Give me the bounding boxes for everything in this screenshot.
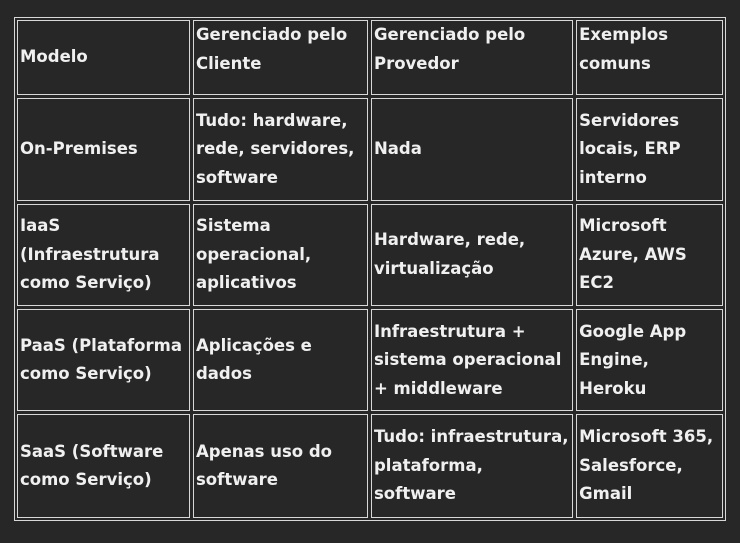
- table-cell: Tudo: hardware, rede, servidores, softwa…: [192, 98, 368, 201]
- table-cell: Microsoft Azure, AWS EC2: [576, 203, 723, 307]
- table-cell: Tudo: infraestrutura, plataforma, softwa…: [370, 414, 574, 518]
- table-cell: Microsoft 365, Salesforce, Gmail: [576, 414, 723, 518]
- cloud-models-table: Modelo Gerenciado pelo Cliente Gerenciad…: [14, 17, 726, 521]
- cloud-models-table-frame: Modelo Gerenciado pelo Cliente Gerenciad…: [14, 17, 726, 521]
- header-cell-modelo: Modelo: [17, 20, 190, 96]
- table-cell: Nada: [370, 98, 574, 201]
- table-cell: Google App Engine, Heroku: [576, 309, 723, 412]
- table-cell: Servidores locais, ERP interno: [576, 98, 723, 201]
- table-cell: PaaS (Plataforma como Serviço): [17, 309, 190, 412]
- header-cell-exemplos: Exemplos comuns: [576, 20, 723, 96]
- table-row: IaaS (Infraestrutura como Serviço) Siste…: [17, 203, 723, 307]
- table-cell: IaaS (Infraestrutura como Serviço): [17, 203, 190, 307]
- table-cell: Aplicações e dados: [192, 309, 368, 412]
- table-cell: SaaS (Software como Serviço): [17, 414, 190, 518]
- table-row: SaaS (Software como Serviço) Apenas uso …: [17, 414, 723, 518]
- table-cell: Infraestrutura + sistema operacional + m…: [370, 309, 574, 412]
- table-cell: On-Premises: [17, 98, 190, 201]
- header-cell-cliente: Gerenciado pelo Cliente: [192, 20, 368, 96]
- table-row: On-Premises Tudo: hardware, rede, servid…: [17, 98, 723, 201]
- table-cell: Apenas uso do software: [192, 414, 368, 518]
- table-cell: Hardware, rede, virtualização: [370, 203, 574, 307]
- table-row: PaaS (Plataforma como Serviço) Aplicaçõe…: [17, 309, 723, 412]
- table-cell: Sistema operacional, aplicativos: [192, 203, 368, 307]
- header-cell-provedor: Gerenciado pelo Provedor: [370, 20, 574, 96]
- header-row: Modelo Gerenciado pelo Cliente Gerenciad…: [17, 20, 723, 96]
